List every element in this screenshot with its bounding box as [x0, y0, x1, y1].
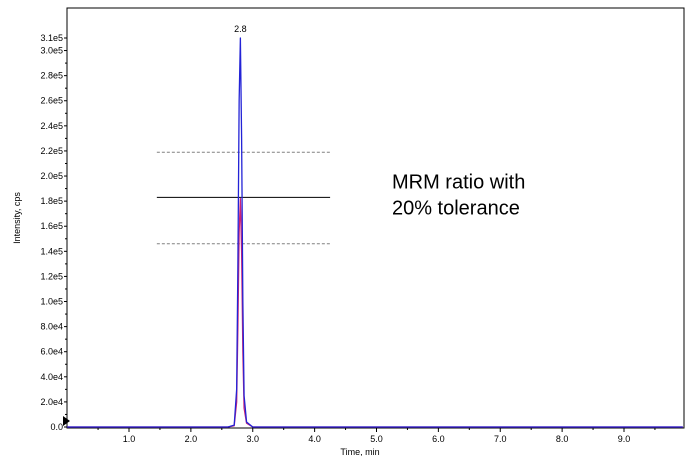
y-axis-marker-icon [63, 416, 70, 426]
y-tick-label: 1.8e5 [40, 196, 63, 206]
x-tick-label: 9.0 [618, 434, 631, 444]
y-tick-label: 4.0e4 [40, 372, 63, 382]
x-tick-label: 7.0 [494, 434, 507, 444]
y-tick-label: 3.0e5 [40, 46, 63, 56]
y-tick-label: 0.0 [50, 422, 63, 432]
annotation-line: 20% tolerance [392, 198, 520, 220]
y-tick-label: 2.6e5 [40, 96, 63, 106]
x-tick-label: 4.0 [308, 434, 321, 444]
annotation-line: MRM ratio with [392, 172, 525, 194]
y-tick-label: 3.1e5 [40, 33, 63, 43]
y-tick-label: 6.0e4 [40, 347, 63, 357]
chromatogram-trace [67, 37, 683, 428]
y-tick-label: 2.4e5 [40, 121, 63, 131]
y-axis-title: Intensity, cps [12, 192, 22, 244]
x-axis: 1.0 2.0 3.0 4.0 5.0 6.0 7.0 8.0 9.0 [97, 428, 656, 444]
y-tick-label: 8.0e4 [40, 322, 63, 332]
y-axis: 0.0 2.0e4 4.0e4 6.0e4 8.0e4 1.0e5 1.2e5 1.4e5 1.… [40, 33, 67, 432]
y-tick-label: 1.6e5 [40, 221, 63, 231]
y-tick-label: 2.8e5 [40, 71, 63, 81]
x-axis-title: Time, min [340, 447, 379, 456]
x-tick-label: 1.0 [123, 434, 136, 444]
series-layer [67, 37, 683, 428]
y-tick-label: 2.0e4 [40, 397, 63, 407]
ratio-reference-lines [156, 151, 331, 245]
x-tick-label: 5.0 [370, 434, 383, 444]
y-tick-label: 1.2e5 [40, 271, 63, 281]
x-tick-label: 6.0 [432, 434, 445, 444]
peak-retention-label: 2.8 [234, 24, 247, 34]
y-tick-label: 2.2e5 [40, 146, 63, 156]
x-tick-label: 3.0 [246, 434, 259, 444]
y-tick-label: 1.0e5 [40, 297, 63, 307]
y-tick-label: 1.4e5 [40, 246, 63, 256]
y-tick-label: 2.0e5 [40, 171, 63, 181]
annotations: 2.8 MRM ratio with 20% tolerance [234, 24, 525, 219]
plot-area [66, 7, 685, 429]
x-tick-label: 2.0 [185, 434, 198, 444]
x-tick-label: 8.0 [556, 434, 569, 444]
